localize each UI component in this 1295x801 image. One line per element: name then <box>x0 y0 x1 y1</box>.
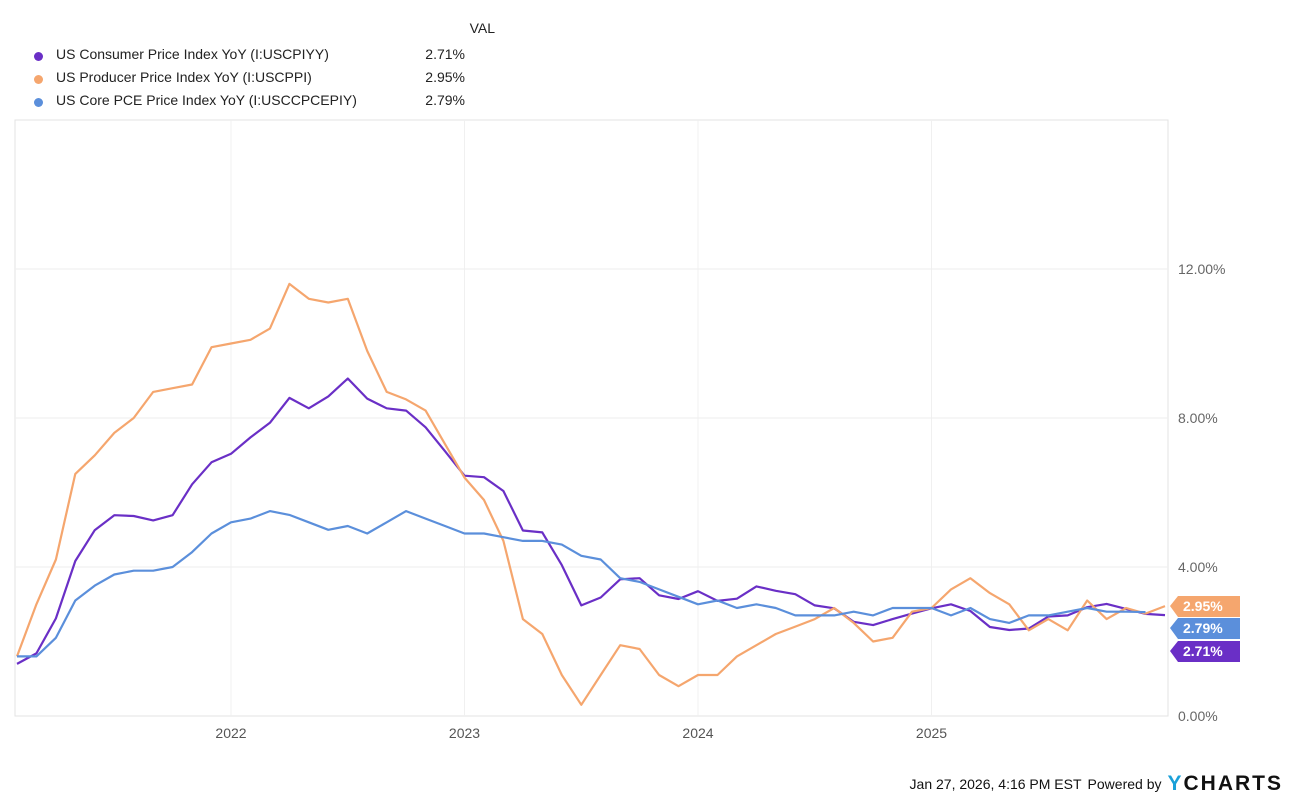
y-tick-label: 8.00% <box>1178 410 1218 426</box>
legend-item[interactable]: US Producer Price Index YoY (I:USCPPI) 2… <box>30 69 470 89</box>
x-tick-label: 2025 <box>916 725 947 741</box>
legend-value: 2.71% <box>425 46 465 62</box>
x-tick-label: 2023 <box>449 725 480 741</box>
legend-item[interactable]: US Consumer Price Index YoY (I:USCPIYY) … <box>30 46 470 66</box>
y-tick-label: 4.00% <box>1178 559 1218 575</box>
series-dot-icon <box>34 75 43 84</box>
value-tag <box>1170 618 1240 639</box>
x-tick-label: 2024 <box>682 725 713 741</box>
value-tag-label: 2.71% <box>1183 643 1223 659</box>
series-dot-icon <box>34 52 43 61</box>
legend-label: US Producer Price Index YoY (I:USCPPI) <box>56 69 312 85</box>
footer: Jan 27, 2026, 4:16 PM EST Powered by YCH… <box>910 772 1283 796</box>
value-tag <box>1170 596 1240 617</box>
value-tag-label: 2.79% <box>1183 620 1223 636</box>
ycharts-logo[interactable]: YCHARTS <box>1167 772 1283 795</box>
legend-label: US Consumer Price Index YoY (I:USCPIYY) <box>56 46 329 62</box>
legend-header: VAL <box>469 20 495 36</box>
value-tag-label: 2.95% <box>1183 598 1223 614</box>
series-line <box>17 510 1146 658</box>
legend-label: US Core PCE Price Index YoY (I:USCCPCEPI… <box>56 92 357 108</box>
legend-value: 2.79% <box>425 92 465 108</box>
timestamp: Jan 27, 2026, 4:16 PM EST <box>909 776 1082 792</box>
series-line <box>16 377 1166 665</box>
value-tag <box>1170 641 1240 662</box>
y-tick-label: 12.00% <box>1178 261 1225 277</box>
powered-by: Powered by <box>1087 776 1162 792</box>
legend-value: 2.95% <box>425 69 465 85</box>
y-tick-label: 0.00% <box>1178 708 1218 724</box>
x-tick-label: 2022 <box>215 725 246 741</box>
legend-item[interactable]: US Core PCE Price Index YoY (I:USCCPCEPI… <box>30 92 470 112</box>
series-dot-icon <box>34 98 43 107</box>
series-line <box>15 282 1166 706</box>
